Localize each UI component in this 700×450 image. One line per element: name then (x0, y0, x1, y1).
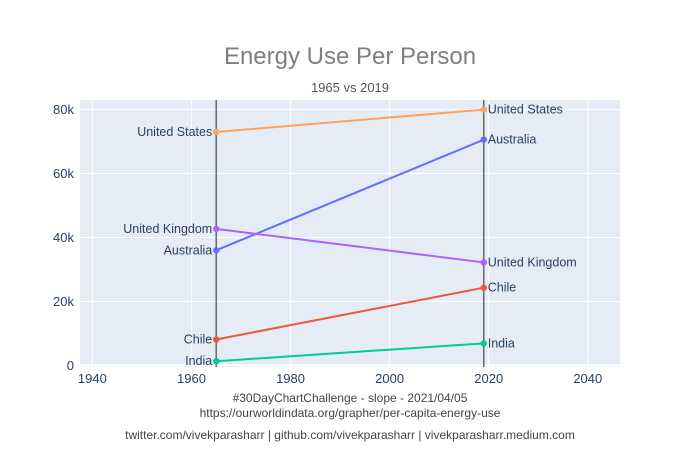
data-point (213, 225, 220, 233)
point-label-1965: Chile (184, 333, 213, 347)
series-line (216, 342, 484, 363)
series-line (215, 138, 485, 252)
data-point (213, 358, 220, 365)
x-tick-label: 2020 (474, 371, 503, 386)
series-line (216, 108, 484, 133)
series-lines (213, 106, 487, 365)
point-label-1965: United States (137, 125, 212, 139)
point-label-1965: Australia (164, 243, 213, 257)
data-point (213, 336, 220, 343)
x-tick-label: 1980 (276, 371, 305, 386)
point-label-2019: United States (488, 103, 563, 117)
point-label-1965: United Kingdom (123, 222, 212, 236)
x-tick-label: 2000 (375, 371, 404, 386)
chart-subtitle: 1965 vs 2019 (311, 80, 389, 95)
y-tick-label: 60k (53, 166, 74, 181)
data-point (480, 284, 487, 291)
year-reference-lines (215, 100, 485, 367)
point-label-2019: India (488, 336, 515, 350)
point-labels: United States United States Australia Austr… (123, 103, 576, 369)
y-tick-label: 0 (67, 358, 74, 373)
footer-source-url: https://ourworldindata.org/grapher/per-c… (199, 406, 501, 420)
y-tick-label: 40k (53, 230, 74, 245)
data-point (480, 340, 487, 347)
x-tick-label: 1940 (78, 371, 107, 386)
chart-title: Energy Use Per Person (224, 43, 476, 70)
data-point (480, 259, 487, 266)
data-point (213, 128, 220, 136)
grid-lines (80, 100, 620, 367)
series-line (216, 227, 484, 264)
x-tick-label: 2040 (573, 371, 602, 386)
point-label-2019: Chile (488, 281, 517, 295)
point-label-2019: Australia (488, 133, 537, 147)
data-point (213, 247, 220, 254)
footer-author-links: twitter.com/vivekparasharr | github.com/… (125, 428, 575, 442)
y-tick-label: 20k (53, 294, 74, 309)
point-label-1965: India (185, 354, 212, 368)
data-point (480, 106, 487, 113)
series-line (216, 286, 484, 341)
footer-challenge-note: #30DayChartChallenge - slope - 2021/04/0… (232, 391, 468, 405)
y-tick-label: 80k (53, 102, 74, 117)
axis-ticks: 0 20k 40k 60k 80k 1940 1960 1980 2000 2020 2040 (53, 102, 602, 386)
x-tick-label: 1960 (177, 371, 206, 386)
point-label-2019: United Kingdom (488, 255, 577, 269)
data-point (480, 136, 487, 143)
plot-area (80, 100, 620, 367)
